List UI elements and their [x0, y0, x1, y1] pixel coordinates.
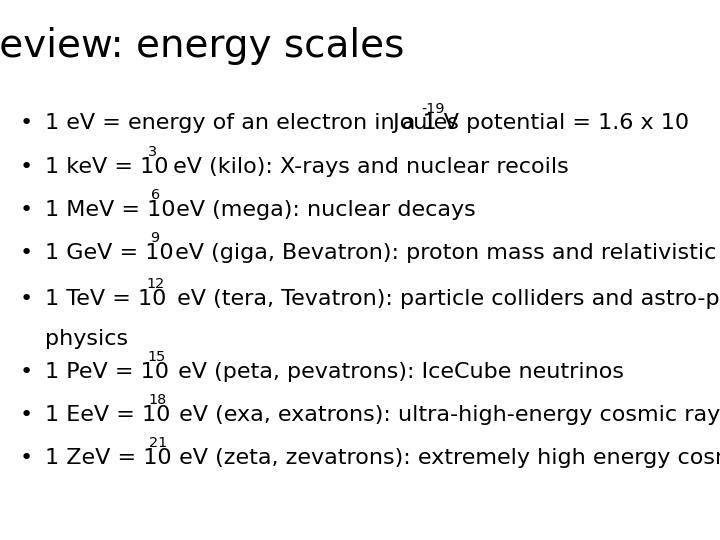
Text: eV (mega): nuclear decays: eV (mega): nuclear decays — [169, 200, 476, 220]
Text: Joules: Joules — [386, 113, 459, 133]
Text: 15: 15 — [148, 350, 166, 364]
Text: 1 keV = 10: 1 keV = 10 — [45, 157, 169, 177]
Text: •: • — [20, 113, 33, 133]
Text: 1 EeV = 10: 1 EeV = 10 — [45, 405, 171, 425]
Text: 12: 12 — [146, 277, 165, 291]
Text: 6: 6 — [151, 188, 161, 202]
Text: 1 TeV = 10: 1 TeV = 10 — [45, 289, 167, 309]
Text: •: • — [20, 243, 33, 263]
Text: -19: -19 — [421, 102, 444, 116]
Text: eV (kilo): X-rays and nuclear recoils: eV (kilo): X-rays and nuclear recoils — [166, 157, 569, 177]
Text: eV (tera, Tevatron): particle colliders and astro-particle: eV (tera, Tevatron): particle colliders … — [170, 289, 720, 309]
Text: eV (peta, pevatrons): IceCube neutrinos: eV (peta, pevatrons): IceCube neutrinos — [171, 362, 624, 382]
Text: eV (zeta, zevatrons): extremely high energy cosmic rays: eV (zeta, zevatrons): extremely high ene… — [172, 448, 720, 468]
Text: 1 MeV = 10: 1 MeV = 10 — [45, 200, 176, 220]
Text: 1 ZeV = 10: 1 ZeV = 10 — [45, 448, 172, 468]
Text: •: • — [20, 448, 33, 468]
Text: 9: 9 — [150, 231, 159, 245]
Text: 21: 21 — [149, 436, 167, 450]
Text: 18: 18 — [148, 393, 166, 407]
Text: 1 eV = energy of an electron in a 1 V potential = 1.6 x 10: 1 eV = energy of an electron in a 1 V po… — [45, 113, 690, 133]
Text: 1 PeV = 10: 1 PeV = 10 — [45, 362, 169, 382]
Text: eV (giga, Bevatron): proton mass and relativistic particles: eV (giga, Bevatron): proton mass and rel… — [168, 243, 720, 263]
Text: •: • — [20, 200, 33, 220]
Text: •: • — [20, 405, 33, 425]
Text: •: • — [20, 289, 33, 309]
Text: •: • — [20, 157, 33, 177]
Text: 1 GeV = 10: 1 GeV = 10 — [45, 243, 174, 263]
Text: 3: 3 — [148, 145, 156, 159]
Text: •: • — [20, 362, 33, 382]
Text: eV (exa, exatrons): ultra-high-energy cosmic rays: eV (exa, exatrons): ultra-high-energy co… — [172, 405, 720, 425]
Text: physics: physics — [45, 329, 129, 349]
Text: Review: energy scales: Review: energy scales — [0, 27, 405, 65]
